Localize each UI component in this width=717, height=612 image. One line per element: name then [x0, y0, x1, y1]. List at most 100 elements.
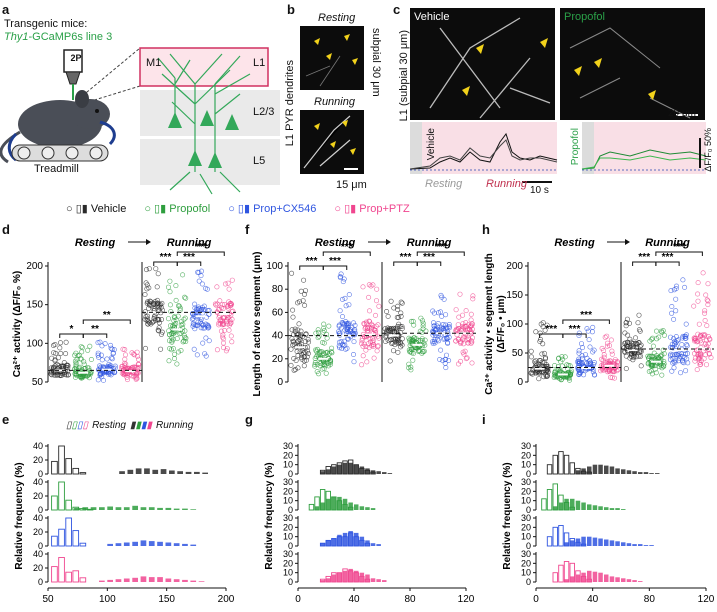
holder-right	[99, 120, 116, 146]
point-resting-2	[351, 320, 357, 326]
point-running-3	[703, 338, 709, 344]
point-resting-0	[295, 300, 301, 306]
point-running-0	[399, 326, 405, 332]
m1-label: M1	[146, 57, 162, 69]
bar-resting-1	[65, 499, 72, 511]
point-resting-0	[58, 350, 64, 356]
point-resting-3	[363, 324, 369, 330]
bar-running-3	[376, 579, 381, 582]
point-running-0	[159, 329, 165, 335]
treadmill-label: Treadmill	[34, 163, 79, 175]
point-resting-3	[360, 353, 366, 359]
point-resting-1	[72, 366, 78, 372]
resting-header: Resting	[554, 237, 595, 249]
bar-running-2	[331, 538, 337, 546]
point-running-2	[203, 335, 209, 341]
bar-running-0	[376, 471, 381, 474]
y-tick-label: 200	[26, 261, 43, 272]
c-side-label: L1 (subpial 30 μm)	[398, 30, 410, 122]
c-resting-bg-1	[410, 122, 422, 174]
bar-resting-3	[72, 570, 80, 583]
point-resting-2	[99, 357, 105, 363]
point-running-1	[180, 325, 186, 331]
point-running-3	[458, 340, 464, 346]
bar-running-1	[82, 507, 89, 510]
point-resting-0	[536, 376, 542, 382]
point-resting-0	[302, 302, 308, 308]
bar-running-0	[598, 464, 603, 474]
bar-running-0	[337, 464, 342, 474]
point-resting-3	[614, 363, 620, 369]
legend-propofol-glyph: ○ ▯▮	[144, 203, 170, 215]
point-running-0	[385, 327, 391, 333]
bar-running-1	[123, 507, 130, 510]
scatter-h: 200 150 100 50 0 Ca²⁺ activity • segment leng…	[484, 237, 714, 395]
point-resting-0	[298, 332, 304, 338]
c-trace-propofol-label: Propofol	[570, 128, 581, 166]
point-running-2	[435, 321, 441, 327]
point-resting-3	[361, 321, 367, 327]
point-running-2	[668, 334, 674, 340]
point-resting-0	[305, 344, 311, 350]
point-resting-3	[136, 356, 142, 362]
bar-resting-3	[563, 561, 570, 583]
point-resting-0	[292, 326, 298, 332]
c-time-label: 10 s	[530, 185, 549, 196]
bar-resting-0	[79, 472, 87, 475]
point-resting-3	[366, 294, 372, 300]
point-resting-1	[317, 351, 323, 357]
point-running-1	[167, 289, 173, 295]
point-resting-1	[559, 363, 565, 369]
point-resting-3	[366, 318, 372, 324]
bar-resting-3	[65, 571, 72, 583]
bar-running-0	[144, 468, 150, 474]
point-resting-1	[324, 331, 330, 337]
point-resting-3	[363, 319, 369, 325]
bar-running-2	[370, 543, 376, 546]
point-running-3	[227, 322, 233, 328]
point-running-2	[206, 307, 212, 313]
point-resting-2	[336, 343, 342, 349]
bar-running-3	[382, 580, 387, 582]
point-running-1	[178, 348, 184, 354]
point-resting-3	[365, 341, 371, 347]
point-running-1	[172, 356, 178, 362]
point-resting-1	[324, 350, 330, 356]
bar-running-2	[326, 540, 331, 546]
bar-running-1	[157, 507, 163, 510]
point-resting-3	[374, 298, 380, 304]
point-running-2	[679, 335, 685, 341]
bar-running-1	[359, 506, 365, 510]
point-running-2	[683, 335, 689, 341]
y-tick-label: 20	[272, 354, 284, 365]
point-running-1	[171, 314, 177, 320]
point-resting-2	[98, 364, 104, 370]
point-running-0	[637, 344, 643, 350]
row-y-tick-label: 10	[283, 496, 293, 506]
resting-header: Resting	[75, 237, 116, 249]
bar-running-3	[365, 574, 370, 582]
row-y-tick-label: 0	[288, 577, 293, 587]
row-y-tick-label: 20	[283, 486, 293, 496]
y-tick-label: 80	[272, 284, 284, 295]
point-running-1	[166, 328, 172, 334]
bar-running-2	[604, 539, 609, 546]
bar-running-2	[173, 543, 180, 546]
point-resting-0	[295, 365, 301, 371]
point-running-2	[672, 341, 678, 347]
point-resting-2	[336, 329, 342, 335]
point-resting-1	[552, 363, 558, 369]
point-running-0	[156, 328, 162, 334]
point-resting-0	[51, 369, 57, 375]
point-resting-2	[341, 276, 347, 282]
point-running-3	[217, 298, 223, 304]
point-running-0	[636, 312, 642, 318]
point-resting-0	[541, 374, 547, 380]
bar-running-3	[598, 572, 603, 582]
point-running-3	[701, 356, 707, 362]
point-resting-1	[74, 356, 80, 362]
bar-running-3	[123, 578, 130, 582]
point-running-3	[456, 314, 462, 320]
x-tick-label: 120	[698, 594, 715, 605]
treadmill-roller-2	[41, 146, 55, 160]
